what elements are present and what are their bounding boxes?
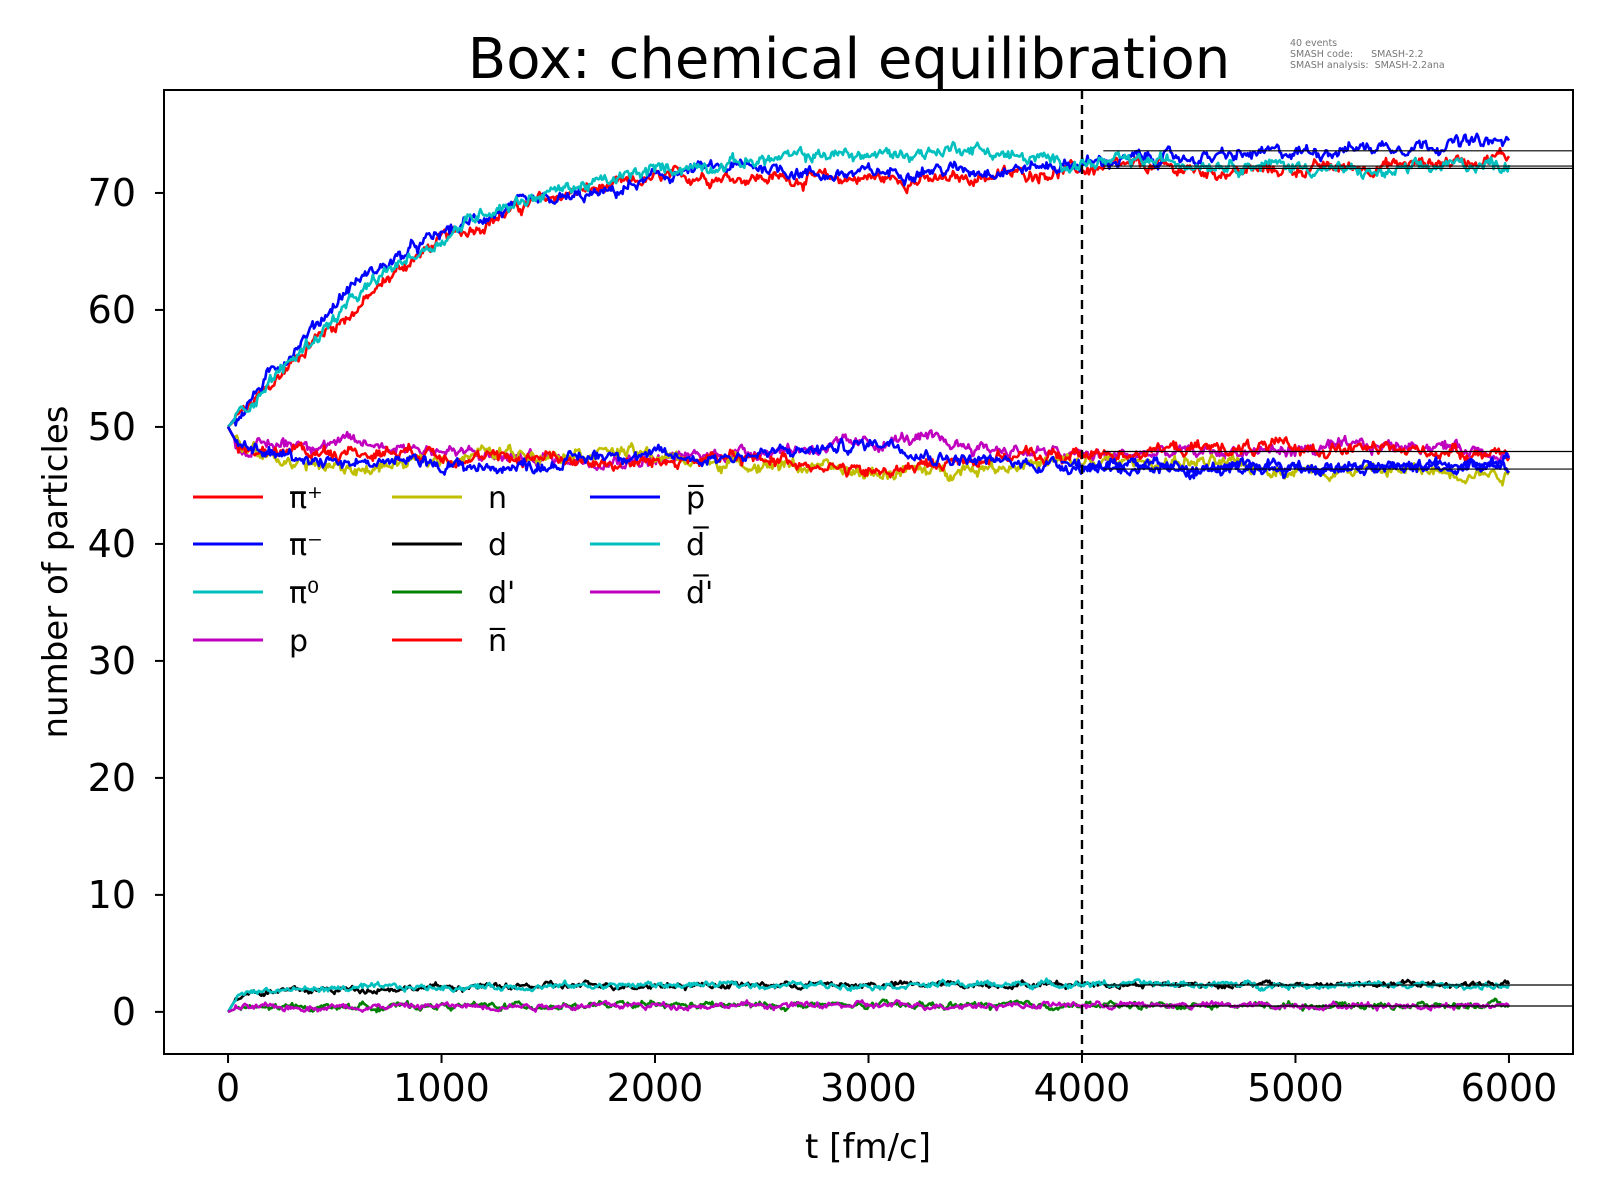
series-line bbox=[226, 977, 1511, 1013]
legend-label: p̅ bbox=[686, 481, 705, 516]
y-tick-label: 30 bbox=[88, 639, 136, 683]
x-tick-label: 3000 bbox=[820, 1066, 917, 1110]
x-tick-label: 1000 bbox=[393, 1066, 490, 1110]
series-line bbox=[226, 426, 1511, 487]
y-tick-label: 40 bbox=[88, 522, 136, 566]
x-tick-label: 2000 bbox=[607, 1066, 704, 1110]
y-tick-label: 0 bbox=[112, 990, 136, 1034]
equilibrium-lines bbox=[1103, 150, 1573, 1007]
series-line bbox=[227, 999, 1511, 1014]
x-tick-label: 0 bbox=[216, 1066, 240, 1110]
chart-title: Box: chemical equilibration bbox=[468, 27, 1230, 92]
legend-label: d' bbox=[488, 576, 515, 611]
legend-label: π⁰ bbox=[289, 576, 319, 611]
y-tick-label: 50 bbox=[88, 405, 136, 449]
y-tick-label: 20 bbox=[88, 756, 136, 800]
y-axis-label: number of particles bbox=[36, 405, 76, 738]
run-info-events: 40 events bbox=[1290, 38, 1337, 49]
legend-label: p bbox=[289, 624, 308, 659]
y-axis-ticks: 0 10 20 30 40 50 60 70 bbox=[88, 171, 164, 1034]
plot-area bbox=[226, 132, 1511, 1014]
series-line bbox=[227, 147, 1511, 428]
x-tick-label: 6000 bbox=[1461, 1066, 1558, 1110]
legend-label: d̅' bbox=[686, 574, 713, 611]
x-axis-label: t [fm/c] bbox=[805, 1127, 931, 1167]
run-info-code: SMASH code: SMASH-2.2 bbox=[1290, 49, 1424, 60]
y-tick-label: 70 bbox=[88, 171, 136, 215]
legend-label: n̅ bbox=[488, 624, 507, 659]
legend: π⁺ π⁻ π⁰ p nd d' n̅ p̅ d̅ d̅' bbox=[193, 481, 713, 659]
run-info: 40 events SMASH code: SMASH-2.2 SMASH an… bbox=[1290, 38, 1445, 71]
legend-label: d̅ bbox=[686, 526, 709, 563]
y-tick-label: 10 bbox=[88, 873, 136, 917]
x-axis-ticks: 0 1000 2000 3000 4000 5000 6000 bbox=[216, 1054, 1557, 1110]
run-info-analysis: SMASH analysis: SMASH-2.2ana bbox=[1290, 60, 1445, 71]
y-tick-label: 60 bbox=[88, 288, 136, 332]
series-line bbox=[227, 140, 1511, 428]
series-line bbox=[226, 426, 1511, 479]
x-tick-label: 4000 bbox=[1034, 1066, 1131, 1110]
x-tick-label: 5000 bbox=[1247, 1066, 1344, 1110]
legend-label: d bbox=[488, 528, 507, 563]
plot-frame bbox=[163, 89, 1574, 1055]
legend-label: π⁺ bbox=[289, 481, 323, 516]
series-line bbox=[227, 132, 1511, 428]
legend-label: n bbox=[488, 481, 507, 516]
legend-label: π⁻ bbox=[289, 528, 323, 563]
